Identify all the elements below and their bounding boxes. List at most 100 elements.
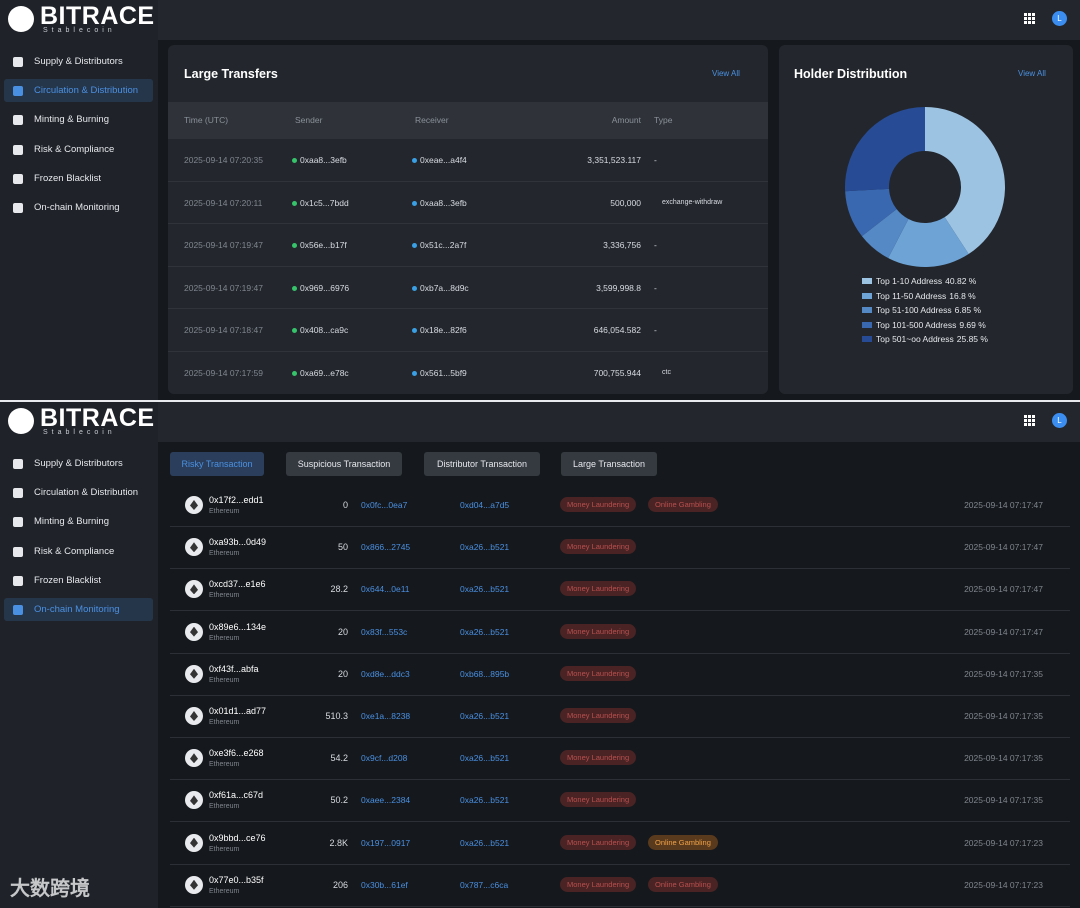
column-header: Time (UTC) [184, 115, 229, 125]
logo: BITRACE [40, 404, 155, 432]
avatar[interactable]: L [1052, 413, 1067, 428]
dot [412, 158, 417, 163]
nav-icon [13, 575, 23, 586]
tx-to[interactable]: 0xa26...b521 [460, 584, 510, 595]
tx-from[interactable]: 0x644...0e11 [361, 584, 410, 595]
dot [412, 371, 417, 376]
tx-amount: 20 [337, 668, 348, 679]
tx-from[interactable]: 0xd8e...ddc3 [361, 668, 410, 679]
row-divider [168, 265, 768, 267]
risk-tag: Money Laundering [560, 581, 637, 597]
nav-item[interactable]: Supply & Distributors [34, 458, 123, 469]
tx-to[interactable]: 0xa26...b521 [460, 626, 510, 637]
sidebar [0, 402, 158, 908]
tab[interactable]: Distributor Transaction [424, 452, 540, 476]
nav-item[interactable]: Risk & Compliance [34, 545, 115, 557]
tab[interactable]: Risky Transaction [170, 452, 264, 476]
risk-tag: Money Laundering [560, 623, 637, 639]
legend-name: Top 501~oo Address [876, 334, 954, 345]
dot [412, 328, 417, 334]
cell-amount: 700,755.944 [593, 368, 641, 378]
apps-icon [1024, 13, 1035, 24]
tx-to[interactable]: 0xa26...b521 [460, 711, 510, 721]
tx-to[interactable]: 0xa26...b521 [460, 753, 510, 764]
avatar[interactable]: L [1052, 11, 1067, 26]
view-all[interactable]: View All [1018, 69, 1046, 78]
nav-item[interactable]: Frozen Blacklist [34, 172, 102, 184]
legend-swatch [862, 278, 872, 284]
cell-sender: 0x1c5...7bdd [300, 197, 349, 208]
tx-from[interactable]: 0x0fc...0ea7 [361, 500, 408, 510]
nav-icon [13, 517, 23, 528]
column-header: Amount [611, 115, 641, 125]
logo-mark [8, 6, 34, 32]
risk-tag: Online Gambling [648, 834, 718, 850]
tx-chain: Ethereum [209, 634, 240, 642]
dot [292, 371, 297, 376]
tx-to[interactable]: 0xa26...b521 [460, 837, 510, 848]
tab[interactable]: Large Transaction [561, 452, 657, 476]
donut-slice [888, 217, 969, 268]
tx-to[interactable]: 0xa26...b521 [460, 542, 510, 553]
nav-item[interactable]: On-chain Monitoring [34, 604, 120, 615]
nav-item[interactable]: On-chain Monitoring [34, 202, 120, 213]
card [779, 45, 1073, 394]
legend-swatch [862, 307, 872, 314]
dot [292, 328, 297, 334]
logo-sub: Stablecoin [43, 27, 116, 34]
cell-receiver: 0xeae...a4f4 [420, 155, 467, 165]
dot [292, 285, 297, 291]
tx-from[interactable]: 0x866...2745 [361, 542, 411, 553]
logo-sub: Stablecoin [43, 429, 116, 436]
tab[interactable]: Suspicious Transaction [286, 452, 402, 476]
legend-item: Top 501~oo Address 25.85 % [876, 334, 988, 344]
tx-to[interactable]: 0xd04...a7d5 [460, 500, 510, 510]
nav-icon [13, 57, 23, 67]
tx-from[interactable]: 0x197...0917 [361, 837, 411, 848]
row-divider [168, 180, 768, 182]
tx-from[interactable]: 0x83f...553c [361, 626, 408, 637]
nav-item[interactable]: Minting & Burning [34, 114, 109, 126]
column-header: Receiver [415, 115, 449, 125]
chain-glyph [190, 626, 198, 637]
tx-hash: 0x01d1...ad77 [209, 706, 267, 716]
nav-active [4, 598, 153, 621]
tx-hash: 0x77e0...b35f [209, 874, 264, 885]
legend-item: Top 51-100 Address 6.85 % [876, 305, 981, 315]
tx-from[interactable]: 0xaee...2384 [361, 795, 411, 806]
tx-amount: 54.2 [330, 753, 348, 764]
tx-hash: 0xe3f6...e268 [209, 748, 264, 759]
tx-hash: 0xa93b...0d49 [209, 537, 267, 548]
tx-time: 2025-09-14 07:17:47 [964, 542, 1043, 553]
tx-from[interactable]: 0x30b...61ef [361, 879, 408, 890]
view-all[interactable]: View All [712, 69, 740, 78]
tx-to[interactable]: 0xa26...b521 [460, 795, 510, 806]
row-divider [168, 351, 768, 352]
card-title: Large Transfers [184, 67, 278, 81]
tx-from[interactable]: 0xe1a...8238 [361, 711, 411, 721]
chain-glyph [190, 795, 198, 806]
tx-to[interactable]: 0x787...c6ca [460, 879, 509, 890]
separator [0, 400, 1080, 402]
nav-item[interactable]: Risk & Compliance [34, 143, 115, 155]
tx-amount: 510.3 [325, 711, 348, 721]
tx-from[interactable]: 0x9cf...d208 [361, 753, 408, 764]
nav-item[interactable]: Circulation & Distribution [34, 487, 139, 499]
nav-item[interactable]: Frozen Blacklist [34, 574, 102, 586]
tx-time: 2025-09-14 07:17:35 [964, 668, 1043, 679]
nav-item[interactable]: Minting & Burning [34, 516, 109, 528]
apps-icon [1024, 415, 1035, 426]
nav-icon [13, 605, 23, 615]
risk-tag: Online Gambling [648, 497, 718, 512]
row-divider [170, 526, 1070, 527]
nav-item[interactable]: Circulation & Distribution [34, 85, 139, 97]
card [168, 45, 768, 394]
legend-value: 16.8 % [949, 290, 976, 301]
nav-item[interactable]: Supply & Distributors [34, 56, 123, 67]
tx-to[interactable]: 0xb68...895b [460, 668, 510, 679]
nav-icon [13, 173, 23, 184]
dot [292, 243, 297, 249]
row-divider [170, 737, 1070, 738]
tx-chain: Ethereum [209, 676, 240, 684]
